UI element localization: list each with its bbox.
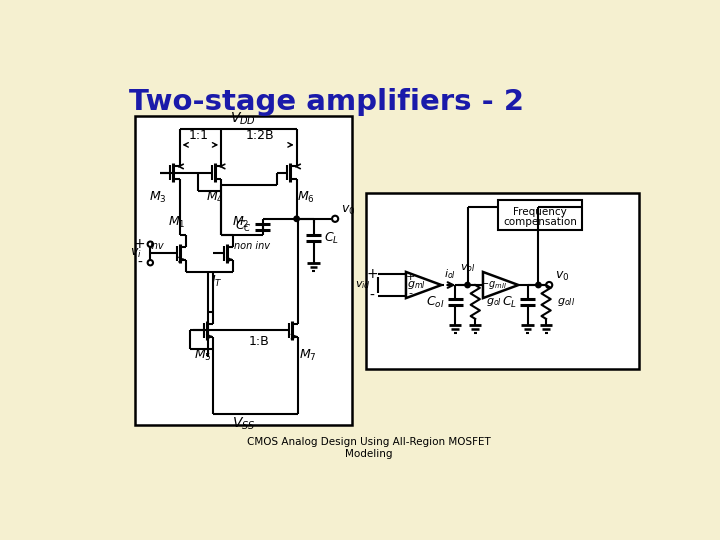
Bar [498,200,582,231]
Bar [366,193,639,369]
Circle shape [294,216,300,221]
Text: $C_C$: $C_C$ [235,219,252,234]
Text: $v_i$: $v_i$ [130,247,142,260]
Text: $M_1$: $M_1$ [168,215,185,231]
Circle shape [465,282,470,288]
Text: $M_4$: $M_4$ [206,190,224,205]
Text: $v_0$: $v_0$ [555,271,570,284]
Text: $M_7$: $M_7$ [299,348,316,363]
Text: $M_6$: $M_6$ [297,190,315,205]
Text: Frequency: Frequency [513,207,567,217]
Text: $C_L$: $C_L$ [324,231,339,246]
Text: $M_5$: $M_5$ [194,348,212,363]
Circle shape [536,282,541,288]
Text: CMOS Analog Design Using All-Region MOSFET
Modeling: CMOS Analog Design Using All-Region MOSF… [247,437,491,459]
Text: $v_0$: $v_0$ [341,204,356,217]
Text: +: + [406,272,415,282]
Text: $g_{oI}$: $g_{oI}$ [486,296,502,308]
Text: $C_{oI}$: $C_{oI}$ [426,294,444,309]
Text: -: - [369,289,374,303]
Text: +: + [366,267,378,281]
Text: non inv: non inv [234,241,270,251]
Text: $g_{oII}$: $g_{oII}$ [557,296,575,308]
Text: -: - [408,288,413,298]
Text: $V_{SS}$: $V_{SS}$ [232,416,256,433]
Text: -: - [137,255,142,269]
Text: $g_{mI}$: $g_{mI}$ [408,279,426,291]
Text: $v_{id}$: $v_{id}$ [355,279,371,291]
Text: $C_L$: $C_L$ [502,294,517,309]
Text: 1:1: 1:1 [189,129,209,142]
Text: $-g_{mII}$: $-g_{mII}$ [480,279,507,291]
Text: 1:2B: 1:2B [246,129,275,142]
Text: 1:B: 1:B [248,335,269,348]
Text: $I_T$: $I_T$ [211,273,222,288]
Text: compensation: compensation [503,217,577,227]
Text: $V_{DD}$: $V_{DD}$ [230,111,256,127]
Text: inv: inv [149,241,163,251]
Text: Two-stage amplifiers - 2: Two-stage amplifiers - 2 [129,88,523,116]
Bar [135,116,352,425]
Text: +: + [134,237,145,251]
Text: $i_{oI}$: $i_{oI}$ [444,267,456,281]
Text: $M_2$: $M_2$ [233,215,250,231]
Text: $v_{oI}$: $v_{oI}$ [460,262,475,274]
Text: $M_3$: $M_3$ [149,190,167,205]
